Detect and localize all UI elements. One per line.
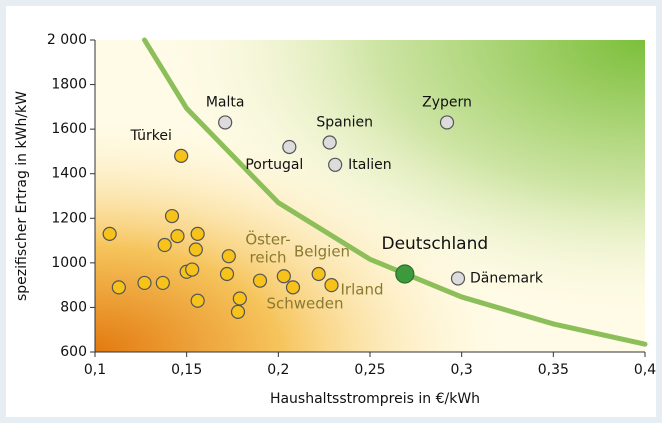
point-label: Italien: [348, 157, 391, 173]
point-label: Zypern: [422, 94, 472, 110]
point: [164, 208, 180, 224]
point: [155, 275, 170, 291]
point: [137, 275, 152, 291]
point-label: Türkei: [129, 128, 171, 144]
point: [450, 271, 466, 286]
annotation: Irland: [341, 281, 384, 299]
point-label: Malta: [206, 94, 245, 110]
annotation: Öster-: [245, 230, 290, 249]
point: [322, 135, 337, 150]
point-label: Portugal: [245, 157, 303, 173]
x-tick-label: 0,25: [354, 362, 385, 378]
point: [276, 269, 291, 284]
threshold-curve: [142, 37, 648, 347]
point: [230, 304, 246, 319]
point: [324, 278, 339, 293]
point: [185, 262, 200, 277]
point: [174, 148, 189, 163]
y-tick-label: 2 000: [47, 32, 87, 48]
x-tick-label: 0,35: [538, 362, 569, 378]
point-label: Deutschland: [381, 234, 488, 254]
x-tick-label: 0,3: [451, 362, 473, 378]
point: [219, 266, 235, 282]
annotation: reich: [250, 249, 287, 267]
point: [282, 139, 297, 155]
point: [170, 229, 185, 244]
point-label: Dänemark: [470, 270, 544, 286]
y-tick-label: 600: [60, 344, 87, 360]
point-label: Spanien: [316, 115, 373, 131]
point: [102, 226, 117, 241]
y-tick-label: 1600: [51, 121, 87, 137]
x-tick-label: 0,2: [267, 362, 289, 378]
point: [395, 264, 415, 284]
annotation: Belgien: [294, 243, 350, 261]
x-axis-label: Haushaltsstrompreis in €/kWh: [270, 391, 480, 407]
point: [218, 115, 233, 130]
point: [285, 280, 301, 295]
x-tick-label: 0,15: [171, 362, 202, 378]
point: [439, 115, 455, 130]
y-tick-label: 800: [60, 299, 87, 315]
point: [221, 249, 236, 264]
y-tick-label: 1800: [51, 77, 87, 93]
point: [252, 273, 268, 288]
point: [328, 157, 343, 172]
annotation: Schweden: [266, 295, 343, 313]
y-tick-label: 1000: [51, 255, 87, 271]
plot-bg-orange: [95, 40, 645, 352]
x-tick-label: 0,1: [84, 362, 106, 378]
point: [111, 280, 126, 295]
x-tick-label: 0,4: [634, 362, 656, 378]
point: [157, 237, 172, 253]
point: [232, 291, 247, 306]
point: [190, 226, 205, 241]
point: [190, 293, 205, 308]
y-axis-label: spezifischer Ertrag in kWh/kW: [14, 91, 30, 301]
y-tick-label: 1200: [51, 210, 87, 226]
point: [311, 266, 326, 282]
point: [188, 242, 203, 257]
y-tick-label: 1400: [51, 166, 87, 182]
